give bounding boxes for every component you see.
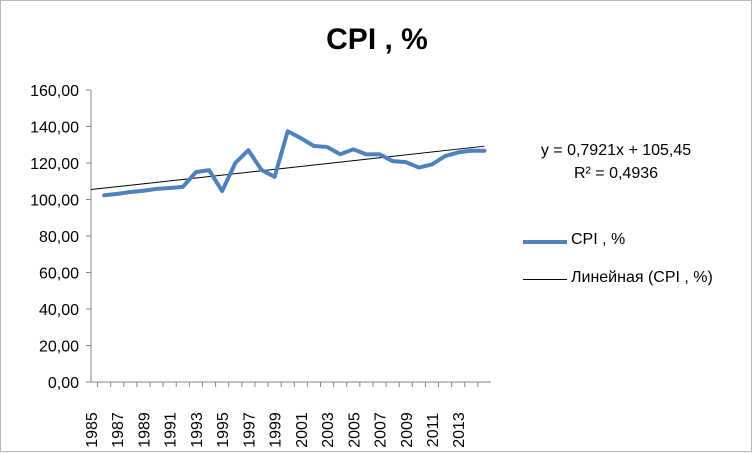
x-tick-label: 1999 [268, 412, 285, 448]
cpi-data-point [469, 149, 473, 153]
cpi-data-point [338, 152, 342, 156]
y-tick-label: 80,00 [39, 229, 79, 246]
cpi-data-point [181, 185, 185, 189]
cpi-data-point [102, 193, 106, 197]
trendline [90, 145, 485, 191]
cpi-data-point [351, 147, 355, 151]
cpi-data-point [233, 161, 237, 165]
cpi-data-point [194, 170, 198, 174]
trendline-r-squared: R² = 0,4936 [573, 165, 659, 182]
y-tick-label: 0,00 [48, 375, 79, 392]
x-tick-label: 2013 [451, 412, 468, 448]
cpi-data-point [417, 166, 421, 170]
legend-label-trend: Линейная (CPI , %) [571, 269, 713, 286]
x-tick-label: 2005 [346, 412, 363, 448]
y-tick-label: 140,00 [30, 120, 79, 137]
cpi-data-point [273, 175, 277, 179]
cpi-data-point [128, 190, 132, 194]
cpi-data-point [246, 148, 250, 152]
y-tick-label: 20,00 [39, 339, 79, 356]
cpi-data-point [456, 150, 460, 154]
cpi-data-point [312, 144, 316, 148]
legend-label-cpi: CPI , % [571, 231, 626, 248]
y-tick-label: 160,00 [30, 83, 79, 100]
x-tick-label: 1993 [189, 412, 206, 448]
trendline-formula: y = 0,7921x + 105,45 [540, 142, 692, 159]
x-tick-label: 1985 [84, 412, 101, 448]
x-tick-label: 1995 [215, 412, 232, 448]
cpi-data-point [404, 160, 408, 164]
cpi-data-point [168, 186, 172, 190]
cpi-data-point [155, 187, 159, 191]
x-tick-label: 1989 [136, 412, 153, 448]
cpi-data-point [220, 189, 224, 193]
cpi-data-point [325, 145, 329, 149]
cpi-data-point [207, 168, 211, 172]
chart-title: CPI , % [326, 23, 428, 56]
x-tick-label: 1991 [163, 412, 180, 448]
y-tick-label: 60,00 [39, 266, 79, 283]
cpi-data-point [141, 189, 145, 193]
cpi-data-point [378, 152, 382, 156]
y-tick-label: 120,00 [30, 156, 79, 173]
cpi-data-point [115, 192, 119, 196]
x-tick-label: 1997 [241, 412, 258, 448]
cpi-data-point [286, 129, 290, 133]
cpi-series-line [102, 129, 487, 198]
cpi-data-point [482, 149, 486, 153]
x-tick-label: 1987 [110, 412, 127, 448]
cpi-data-point [364, 152, 368, 156]
cpi-data-point [259, 168, 263, 172]
y-tick-label: 100,00 [30, 193, 79, 210]
y-tick-label: 40,00 [39, 302, 79, 319]
cpi-data-point [443, 154, 447, 158]
cpi-data-point [299, 136, 303, 140]
legend-swatch-trend [523, 279, 567, 280]
x-tick-label: 2011 [425, 413, 442, 448]
x-tick-label: 2007 [373, 412, 390, 448]
cpi-data-point [391, 159, 395, 163]
legend-swatch-cpi [523, 240, 567, 244]
trendline-equation: y = 0,7921x + 105,45 R² = 0,4936 [511, 139, 721, 185]
cpi-data-point [430, 162, 434, 166]
x-tick-label: 2009 [399, 412, 416, 448]
x-tick-label: 2001 [294, 412, 311, 448]
x-tick-label: 2003 [320, 412, 337, 448]
